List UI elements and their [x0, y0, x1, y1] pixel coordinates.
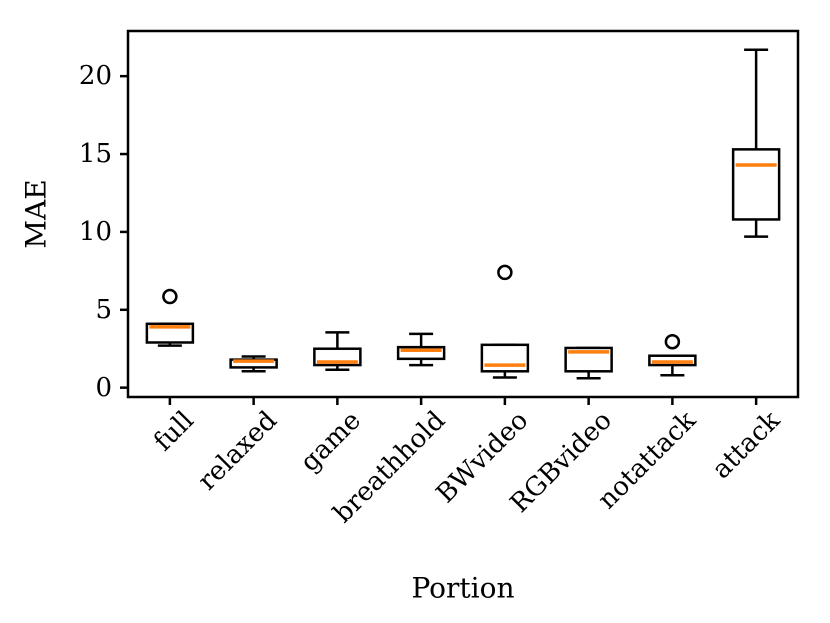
flier-notattack	[664, 333, 681, 350]
box-attack	[731, 148, 781, 221]
box-RGBvideo	[564, 346, 613, 373]
axes-frame	[126, 29, 800, 399]
y-tick-label: 10	[78, 216, 112, 247]
flier-full	[162, 288, 178, 305]
y-tick-label: 15	[78, 139, 112, 170]
y-tick-label: 20	[78, 61, 112, 92]
box-breathhold	[396, 345, 446, 361]
x-axis-label: Portion	[411, 571, 515, 605]
y-tick-label: 0	[95, 372, 112, 403]
y-tick-label: 5	[95, 294, 112, 325]
flier-BWvideo	[497, 264, 513, 281]
box-BWvideo	[480, 343, 530, 373]
